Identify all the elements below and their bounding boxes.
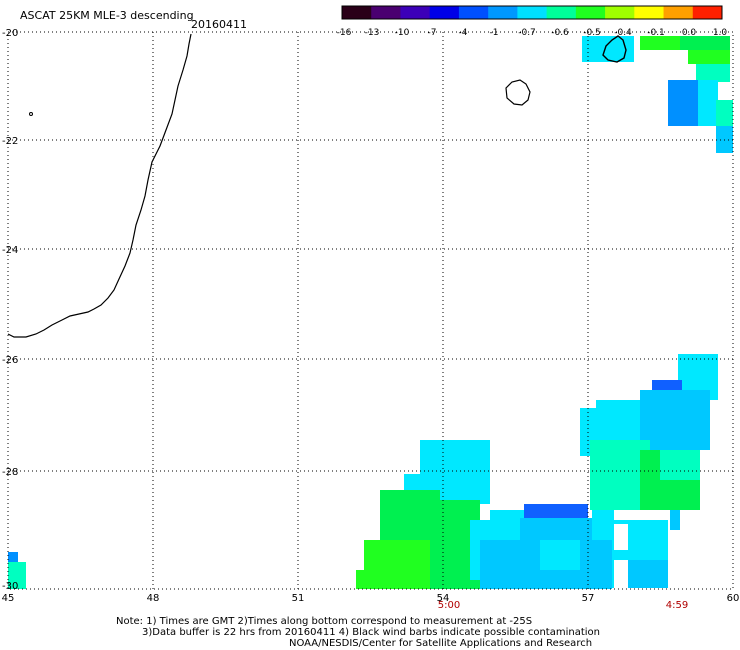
data-cell [524, 504, 588, 518]
data-gap [614, 524, 628, 550]
colorbar-label: -0.7 [518, 28, 536, 38]
data-cell [582, 36, 604, 62]
data-cell [540, 540, 580, 570]
x-tick-labels: 45 48 51 54 57 60 [2, 593, 740, 604]
colorbar-swatch [429, 6, 460, 19]
data-cell [628, 560, 668, 588]
colorbar-label: 0.0 [682, 28, 697, 38]
time-label: 5:00 [438, 600, 460, 611]
y-tick-label: -20 [2, 28, 18, 39]
colorbar-frame [341, 5, 723, 20]
y-tick-label: -30 [2, 581, 18, 592]
data-cell [668, 80, 698, 126]
data-cell [652, 380, 682, 390]
x-tick-label: 57 [582, 593, 595, 604]
data-cell [604, 36, 634, 62]
note-line-1: Note: 1) Times are GMT 2)Times along bot… [116, 616, 533, 627]
colorbar-swatch [488, 6, 518, 19]
colorbar-swatch [663, 6, 694, 19]
x-tick-label: 48 [147, 593, 160, 604]
colorbar-label: -0.6 [551, 28, 569, 38]
data-cell [716, 100, 733, 130]
colorbar-swatch [605, 6, 635, 19]
colorbar-swatch [634, 6, 665, 19]
gridlines [8, 32, 733, 589]
x-tick-label: 60 [727, 593, 740, 604]
plot-frame [7, 31, 734, 590]
colorbar-label: -0.5 [583, 28, 601, 38]
map-title: ASCAT 25KM MLE-3 descending [20, 9, 194, 22]
small-island [29, 112, 33, 116]
y-tick-label: -22 [2, 136, 18, 147]
colorbar-swatch [371, 6, 401, 19]
x-tick-label: 54 [437, 593, 450, 604]
colorbar-label: -7 [428, 28, 437, 38]
colorbar-label: -16 [337, 28, 352, 38]
y-tick-label: -24 [2, 245, 18, 256]
data-cell [680, 36, 730, 50]
y-tick-label: -26 [2, 355, 18, 366]
mauritius-island [602, 35, 627, 63]
note-line-3: NOAA/NESDIS/Center for Satellite Applica… [289, 638, 593, 649]
colorbar-swatch [546, 6, 577, 19]
data-cell [8, 552, 18, 562]
data-cell [696, 64, 730, 82]
data-cell [640, 390, 710, 450]
swath-layer [8, 36, 733, 589]
colorbar-swatch [342, 6, 372, 19]
colorbar-label: 1.0 [713, 28, 728, 38]
colorbar-swatch [575, 6, 606, 19]
colorbar-label: -1 [490, 28, 499, 38]
colorbar-label: -4 [459, 28, 468, 38]
note-line-2: 3)Data buffer is 22 hrs from 20160411 4)… [142, 627, 600, 638]
madagascar-coastline [7, 33, 192, 338]
data-cell [698, 80, 718, 126]
data-cell [660, 450, 700, 480]
data-cell [8, 562, 26, 589]
data-cell [670, 510, 680, 530]
data-cell [596, 400, 640, 440]
colorbar-swatch [458, 6, 489, 19]
map-date: 20160411 [191, 18, 247, 31]
colorbar-swatch [517, 6, 548, 19]
colorbar-label: -13 [365, 28, 380, 38]
y-tick-labels: -20 -22 -24 -26 -28 -30 [2, 28, 18, 592]
time-label: 4:59 [666, 600, 688, 611]
colorbar: -16 -13 -10 -7 -4 -1 -0.7 -0.6 -0.5 -0.4 -0.1 0.0 1.… [337, 5, 728, 38]
x-tick-label: 51 [292, 593, 305, 604]
data-cell [688, 50, 730, 64]
colorbar-label: -0.4 [614, 28, 632, 38]
data-cell [356, 570, 386, 589]
data-cell [480, 540, 520, 589]
colorbar-label: -0.1 [647, 28, 665, 38]
time-labels: 5:00 4:59 [438, 600, 688, 611]
colorbar-label: -10 [395, 28, 410, 38]
x-tick-label: 45 [2, 593, 15, 604]
y-tick-label: -28 [2, 467, 18, 478]
colorbar-swatch [692, 6, 723, 19]
data-cell [584, 540, 612, 589]
data-cell [640, 36, 680, 50]
colorbar-swatch [400, 6, 431, 19]
reunion-island [505, 79, 531, 106]
